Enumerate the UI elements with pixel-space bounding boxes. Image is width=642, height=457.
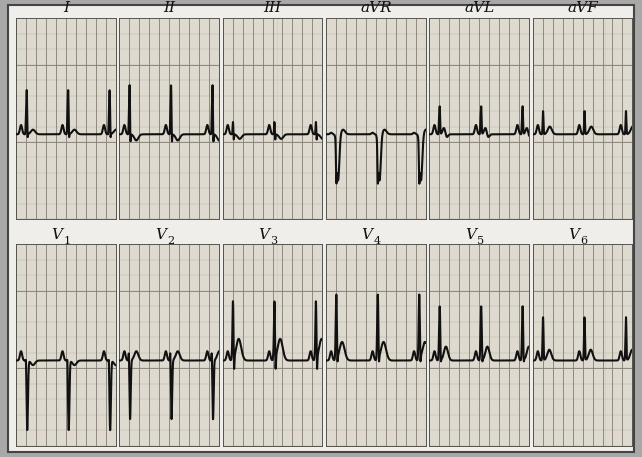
Text: V: V — [361, 228, 372, 242]
Text: V: V — [465, 228, 476, 242]
Text: I: I — [63, 0, 69, 15]
Text: 5: 5 — [478, 236, 485, 246]
Text: aVF: aVF — [568, 0, 598, 15]
Text: V: V — [568, 228, 580, 242]
Text: 4: 4 — [374, 236, 381, 246]
Text: II: II — [163, 0, 175, 15]
Text: 2: 2 — [167, 236, 175, 246]
Text: V: V — [155, 228, 166, 242]
Text: V: V — [258, 228, 270, 242]
Text: V: V — [51, 228, 62, 242]
Text: III: III — [263, 0, 282, 15]
Text: 6: 6 — [581, 236, 588, 246]
Text: 3: 3 — [271, 236, 278, 246]
Text: aVL: aVL — [464, 0, 494, 15]
Text: aVR: aVR — [360, 0, 392, 15]
Text: 1: 1 — [64, 236, 71, 246]
